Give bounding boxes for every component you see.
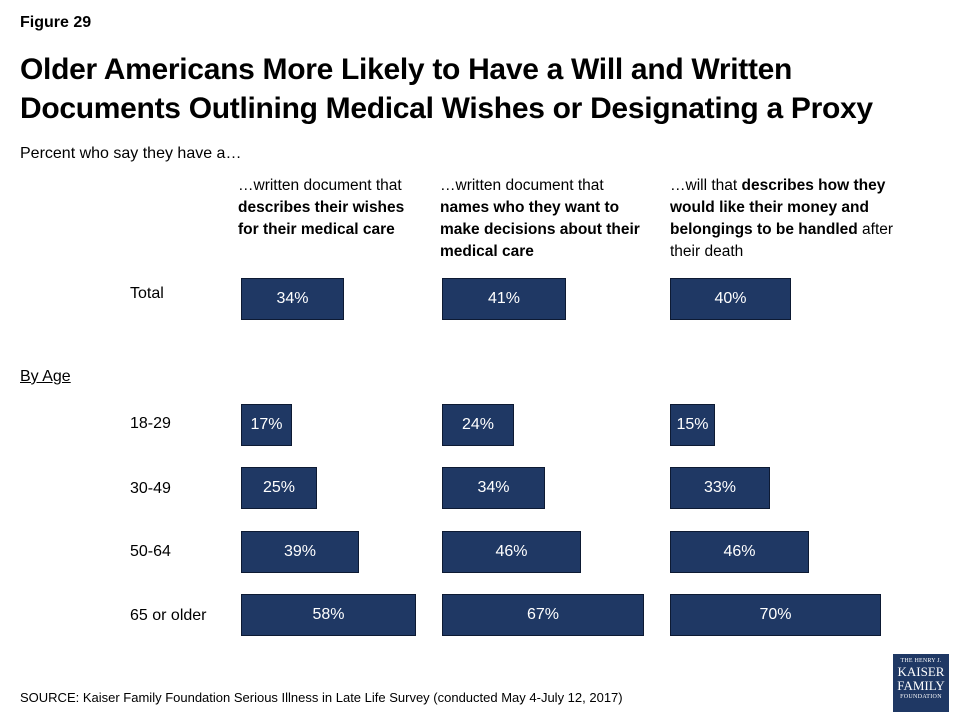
logo-line-1: THE HENRY J.	[900, 658, 942, 664]
bar: 40%	[670, 278, 791, 320]
bar: 34%	[442, 467, 545, 509]
data-label: 15%	[676, 416, 709, 433]
column-heading-segment: names who they want to make decisions ab…	[440, 199, 640, 260]
column-heading-segment: after their death	[670, 221, 894, 260]
column-heading-segment: describes how they would like their mone…	[670, 177, 886, 238]
chart-title: Older Americans More Likely to Have a Wi…	[20, 53, 873, 125]
bar: 33%	[670, 467, 770, 509]
logo-line-3: FAMILY	[897, 678, 945, 693]
category-label: 50-64	[130, 543, 171, 560]
data-label: 46%	[495, 543, 528, 560]
column-heading-segment: describes their wishes for their medical…	[238, 199, 405, 238]
data-label: 34%	[477, 479, 510, 496]
category-label: 30-49	[130, 480, 171, 497]
category-label: 18-29	[130, 415, 171, 432]
data-label: 34%	[276, 290, 309, 307]
data-label: 70%	[759, 606, 792, 623]
bar: 46%	[670, 531, 809, 573]
bar: 46%	[442, 531, 581, 573]
data-label: 17%	[250, 416, 283, 433]
bar: 25%	[241, 467, 317, 509]
bar: 67%	[442, 594, 644, 636]
source-note: SOURCE: Kaiser Family Foundation Serious…	[20, 690, 623, 705]
figure-label: Figure 29	[20, 14, 92, 31]
data-label: 58%	[312, 606, 345, 623]
data-label: 33%	[703, 479, 737, 496]
bar: 24%	[442, 404, 514, 446]
bar: 70%	[670, 594, 881, 636]
data-label: 40%	[714, 290, 747, 307]
column-heading-will: …will that describes how they would like…	[670, 175, 900, 263]
logo-line-2: KAISER	[897, 664, 945, 679]
column-heading-medical-wishes: …written document that describes their w…	[238, 175, 408, 241]
column-heading-segment: …written document that	[238, 177, 402, 194]
bar: 15%	[670, 404, 715, 446]
bar: 17%	[241, 404, 292, 446]
data-label: 39%	[283, 543, 317, 560]
kff-logo: THE HENRY J. KAISER FAMILY FOUNDATION	[893, 654, 949, 712]
logo-line-4: FOUNDATION	[900, 694, 942, 700]
category-label: 65 or older	[130, 607, 207, 624]
data-label: 24%	[461, 416, 495, 433]
column-heading-proxy: …written document that names who they wa…	[440, 175, 640, 263]
chart-subtitle: Percent who say they have a…	[20, 145, 242, 162]
bar: 58%	[241, 594, 416, 636]
category-label: Total	[130, 285, 164, 302]
group-label-by-age: By Age	[20, 368, 71, 385]
column-heading-segment: …will that	[670, 177, 742, 194]
bar: 34%	[241, 278, 344, 320]
data-label: 41%	[487, 290, 521, 307]
data-label: 25%	[262, 479, 296, 496]
data-label: 67%	[526, 606, 560, 623]
bar: 39%	[241, 531, 359, 573]
bar: 41%	[442, 278, 566, 320]
column-heading-segment: …written document that	[440, 177, 604, 194]
data-label: 46%	[723, 543, 756, 560]
